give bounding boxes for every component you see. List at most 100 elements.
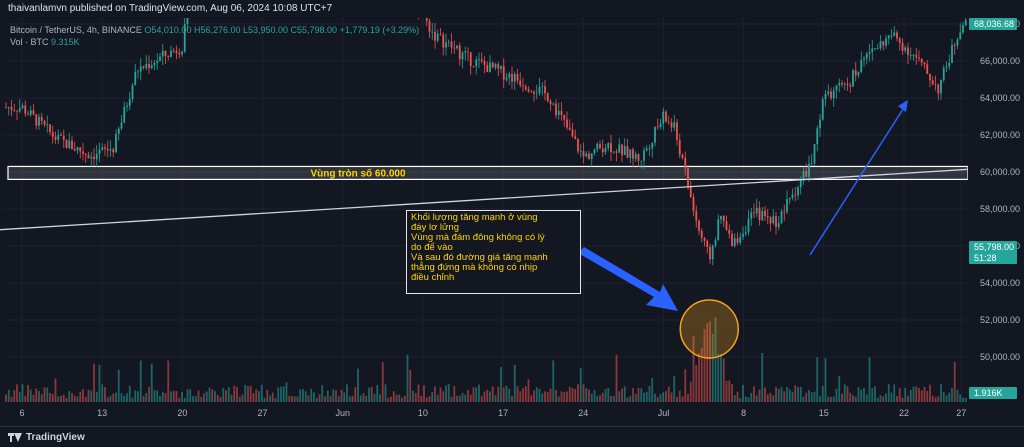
volume-bar [541, 393, 544, 402]
volume-bar [695, 365, 698, 402]
volume-bar [112, 393, 115, 402]
symbol-label[interactable]: Bitcoin / TetherUS, 4h, BINANCE [10, 25, 142, 35]
volume-bar [343, 392, 346, 402]
candle-body [758, 207, 761, 221]
annotation-line: Và sau đó đường giá tăng mạnh [411, 252, 548, 263]
candle-body [68, 140, 71, 148]
candle-body [703, 237, 706, 241]
volume-bar [285, 382, 288, 402]
volume-bar [387, 397, 390, 402]
candle-body [126, 105, 128, 107]
volume-bar [13, 390, 16, 402]
candle-body [456, 45, 458, 49]
candle-body [915, 54, 918, 58]
candle-body [593, 149, 596, 154]
volume-bar [739, 397, 742, 402]
candle-body [29, 110, 32, 115]
volume-bar [84, 396, 87, 402]
volume-bar [948, 392, 951, 402]
volume-bar [469, 394, 472, 402]
volume-bar [761, 353, 764, 402]
candle-body [860, 59, 863, 73]
candle-body [739, 236, 742, 243]
volume-bar [500, 366, 502, 402]
candle-body [120, 122, 123, 129]
volume-bar [123, 395, 126, 402]
volume-bar [128, 386, 131, 402]
volume-bar [868, 357, 871, 402]
price-tick-label: 50,000.00 [980, 352, 1020, 362]
candle-body [733, 238, 736, 247]
volume-bar [511, 396, 513, 402]
candle-body [38, 116, 40, 126]
candle-body [945, 66, 948, 68]
annotation-line: điều chỉnh [411, 272, 455, 283]
candle-body [467, 51, 469, 53]
volume-bar [841, 393, 843, 402]
volume-bar [194, 396, 197, 402]
candle-body [533, 91, 535, 94]
volume-bar [794, 385, 797, 402]
candle-body [51, 132, 54, 137]
candle-body [791, 194, 794, 198]
volume-bar [167, 360, 170, 402]
candle-body [742, 233, 744, 237]
volume-bar [57, 396, 60, 402]
price-tick-label: 64,000.00 [980, 93, 1020, 103]
volume-bar [310, 388, 313, 402]
volume-bar [401, 397, 403, 402]
candle-body [761, 210, 764, 221]
volume-bar [139, 360, 142, 402]
volume-bar [304, 391, 307, 402]
volume-bar [494, 395, 497, 402]
candle-body [874, 48, 876, 50]
candle-body [571, 129, 574, 137]
candle-body [744, 232, 747, 234]
time-tick-label: 24 [578, 408, 588, 418]
volume-bar [16, 384, 18, 402]
volume-bar [280, 386, 282, 402]
volume-bar [742, 385, 744, 402]
volume-bar [700, 347, 703, 402]
candle-body [755, 207, 758, 214]
volume-bar [403, 395, 406, 402]
volume-bar [615, 354, 618, 402]
volume-bar [216, 395, 219, 402]
volume-bar [546, 392, 549, 402]
volume-bar [362, 393, 365, 402]
volume-bar [601, 392, 604, 402]
candle-body [813, 144, 816, 164]
time-tick-label: 17 [498, 408, 508, 418]
candle-body [585, 153, 588, 157]
annotation-textbox[interactable]: Khối lượng tăng mạnh ở vùng đáy lơ lửng … [406, 210, 581, 294]
candle-body [731, 234, 733, 247]
candle-body [27, 113, 29, 115]
volume-bar [835, 388, 838, 402]
volume-bar [505, 385, 508, 402]
candle-body [637, 154, 640, 161]
volume-bar [665, 391, 667, 402]
volume-bar [65, 397, 68, 402]
candle-body [615, 151, 618, 153]
candle-body [522, 85, 524, 87]
volume-bar [783, 391, 786, 402]
volume-bar [637, 388, 640, 402]
time-axis[interactable]: 6 13 20 27 Jun 10 17 24 Jul 8 15 22 27 [0, 404, 1024, 426]
candle-body [524, 86, 527, 90]
volume-bar [890, 392, 893, 402]
volume-bar [340, 389, 343, 402]
volume-bar [640, 388, 643, 402]
volume-bar [263, 397, 266, 402]
candle-body [898, 38, 901, 43]
candle-body [753, 212, 755, 214]
volume-bar [535, 387, 538, 402]
volume-bar [709, 321, 711, 402]
candle-body [684, 157, 687, 169]
candle-body [73, 149, 76, 151]
volume-bar [725, 380, 728, 402]
volume-bar [365, 396, 368, 402]
volume-bar [634, 393, 637, 402]
price-axis[interactable]: 68,000.0066,000.0064,000.0062,000.0060,0… [968, 18, 1024, 406]
tradingview-logo[interactable]: TradingView [8, 432, 85, 443]
